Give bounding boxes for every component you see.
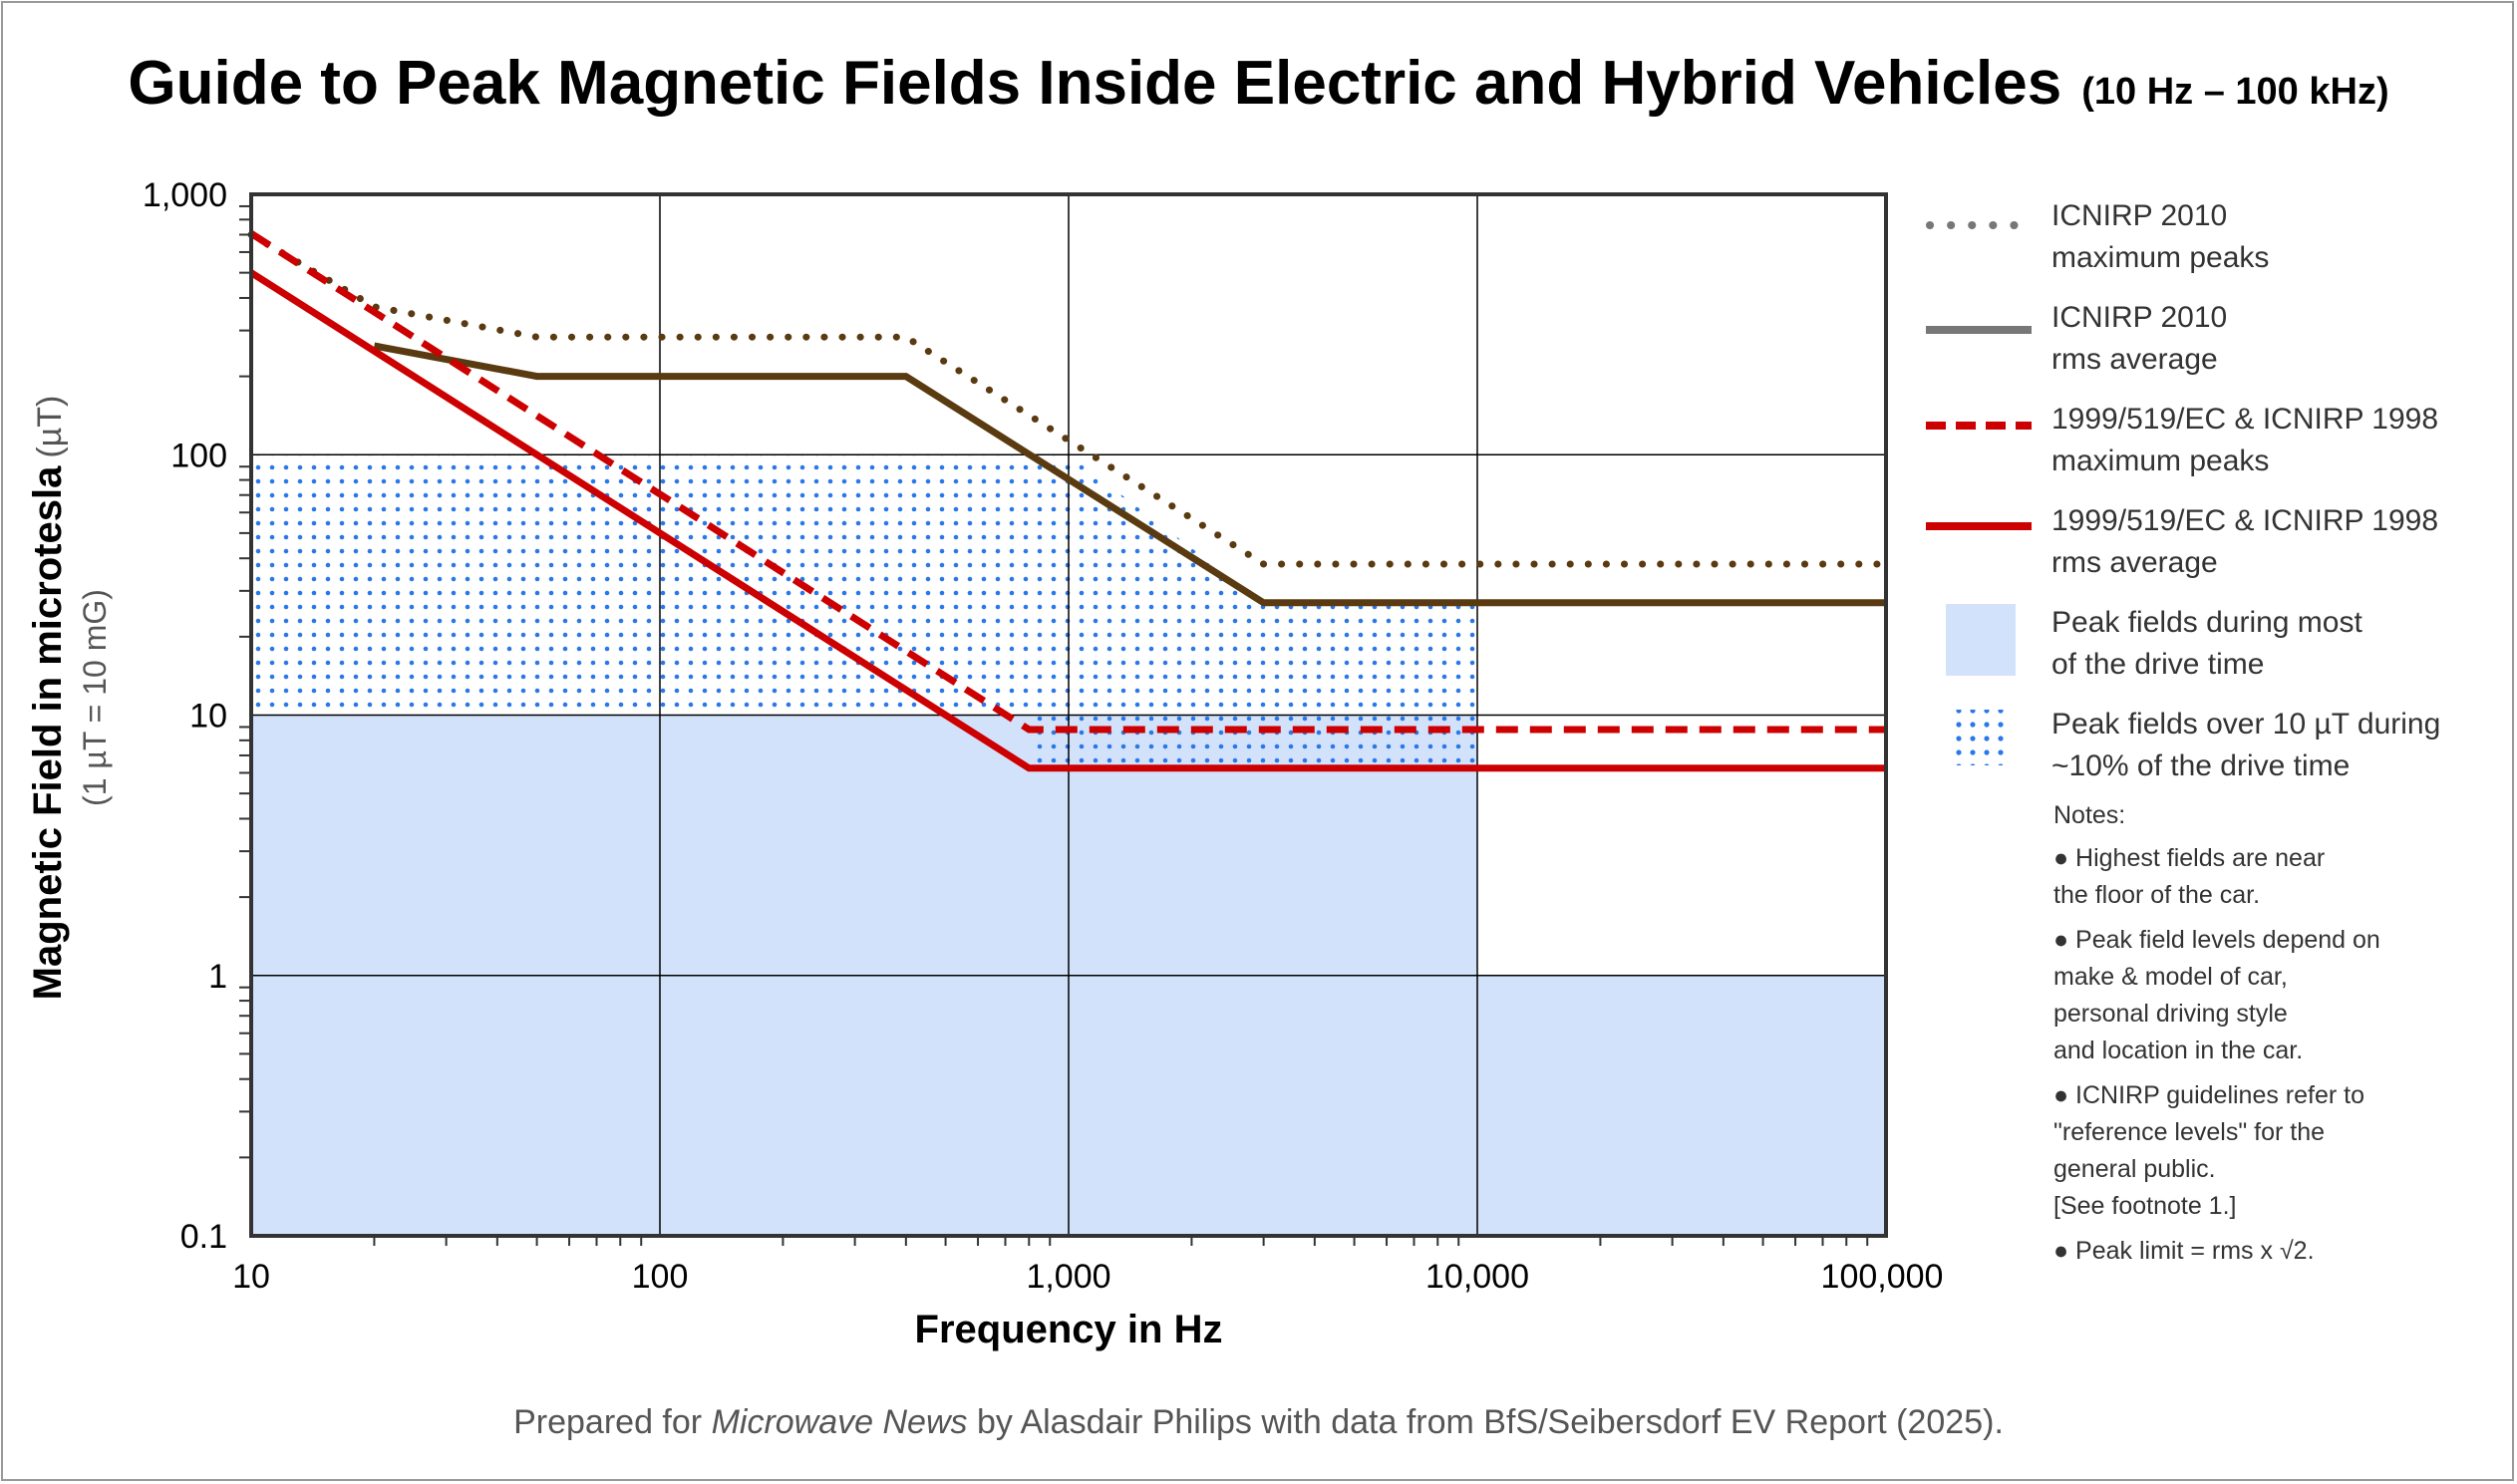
legend-item-icnirp-2010-rms: ICNIRP 2010 rms average [1924, 297, 2502, 387]
chart-subtitle: (10 Hz – 100 kHz) [2081, 71, 2389, 113]
x-axis-label: Frequency in Hz [914, 1308, 1223, 1351]
legend-swatch-solid-red [1926, 522, 2032, 530]
y-axis-unit: (µT) [31, 395, 69, 458]
legend-label: 1999/519/EC & ICNIRP 1998 [2051, 504, 2439, 537]
legend-item-ec-1998-rms: 1999/519/EC & ICNIRP 1998 rms average [1924, 500, 2502, 590]
legend-label: ICNIRP 2010 [2051, 199, 2228, 232]
axis-layer: 0.1 1 10 100 1,000 10 100 1,000 10,000 100,000 [143, 176, 1944, 1296]
series-line-4 [249, 269, 1886, 772]
legend-swatch-fill [1946, 604, 2016, 676]
y-tick-label: 1 [208, 958, 227, 996]
note-line: ● Highest fields are near [2053, 844, 2326, 872]
notes-title: Notes: [2053, 801, 2126, 829]
legend-label: Peak fields during most [2051, 606, 2362, 639]
legend-item-fill: Peak fields during most of the drive time [1924, 602, 2502, 692]
note-line: general public. [2053, 1155, 2216, 1183]
series-line-2 [373, 342, 1886, 607]
note-item: ● Peak limit = rms x √2. [2053, 1233, 2502, 1270]
x-tick-label: 1,000 [1026, 1258, 1110, 1296]
legend-label: ~10% of the drive time [2051, 749, 2351, 782]
note-item: ● Highest fields are near the floor of t… [2053, 840, 2502, 914]
footer-suffix: by Alasdair Philips with data from BfS/S… [967, 1403, 2004, 1441]
x-tick-label: 100,000 [1821, 1258, 1944, 1296]
legend-item-ec-1998-peaks: 1999/519/EC & ICNIRP 1998 maximum peaks [1924, 399, 2502, 488]
legend-label: ICNIRP 2010 [2051, 301, 2228, 334]
footer-publication: Microwave News [711, 1403, 968, 1441]
y-tick-label: 1,000 [143, 176, 227, 214]
x-tick-label: 10,000 [1425, 1258, 1529, 1296]
note-line: ● Peak limit = rms x √2. [2053, 1237, 2315, 1265]
footer-prefix: Prepared for [513, 1403, 712, 1441]
legend-swatch-dots [1952, 710, 2008, 765]
note-line: and location in the car. [2053, 1037, 2304, 1064]
legend-label: of the drive time [2051, 648, 2265, 681]
region-peak-over-10ut [251, 454, 1477, 768]
x-tick-label: 100 [632, 1258, 689, 1296]
note-line: the floor of the car. [2053, 881, 2261, 909]
legend-label: maximum peaks [2051, 445, 2270, 477]
note-item: ● Peak field levels depend on make & mod… [2053, 922, 2502, 1069]
note-line: [See footnote 1.] [2053, 1192, 2237, 1220]
chart-title: Guide to Peak Magnetic Fields Inside Ele… [128, 49, 2062, 118]
note-line: make & model of car, [2053, 963, 2288, 991]
legend-swatch-dashed-red [1926, 422, 2032, 430]
note-line: personal driving style [2053, 1000, 2288, 1028]
legend-label: Peak fields over 10 µT during [2051, 708, 2441, 741]
note-line: ● ICNIRP guidelines refer to [2053, 1081, 2364, 1109]
legend-label: maximum peaks [2051, 241, 2270, 274]
legend-swatch-dotted [1926, 221, 2032, 229]
legend-label: 1999/519/EC & ICNIRP 1998 [2051, 403, 2439, 436]
y-tick-label: 10 [189, 698, 227, 736]
legend-item-dots: Peak fields over 10 µT during ~10% of the… [1924, 704, 2502, 793]
y-tick-label: 100 [170, 437, 227, 474]
note-line: "reference levels" for the [2053, 1118, 2326, 1146]
series-line-3 [249, 230, 1886, 734]
legend-item-icnirp-2010-peaks: ICNIRP 2010 maximum peaks [1924, 195, 2502, 285]
note-item: ● ICNIRP guidelines refer to "reference … [2053, 1077, 2502, 1225]
notes-panel: Notes: ● Highest fields are near the flo… [2053, 797, 2502, 1278]
legend-label: rms average [2051, 343, 2218, 376]
plot-border [249, 192, 1888, 1238]
y-axis-title: Magnetic Field in microtesla [26, 465, 70, 1001]
x-tick-label: 10 [232, 1258, 270, 1296]
y-axis-note: (1 µT = 10 mG) [77, 589, 113, 806]
y-tick-label: 0.1 [180, 1218, 227, 1256]
legend-swatch-solid-gray [1926, 326, 2032, 334]
note-line: ● Peak field levels depend on [2053, 926, 2380, 954]
footer-credit: Prepared for Microwave News by Alasdair … [0, 1403, 2517, 1442]
series-layer [247, 230, 1890, 772]
title-row: Guide to Peak Magnetic Fields Inside Ele… [0, 48, 2517, 119]
legend-label: rms average [2051, 546, 2218, 579]
y-axis-label: Magnetic Field in microtesla (µT) (1 µT =… [26, 396, 114, 1001]
